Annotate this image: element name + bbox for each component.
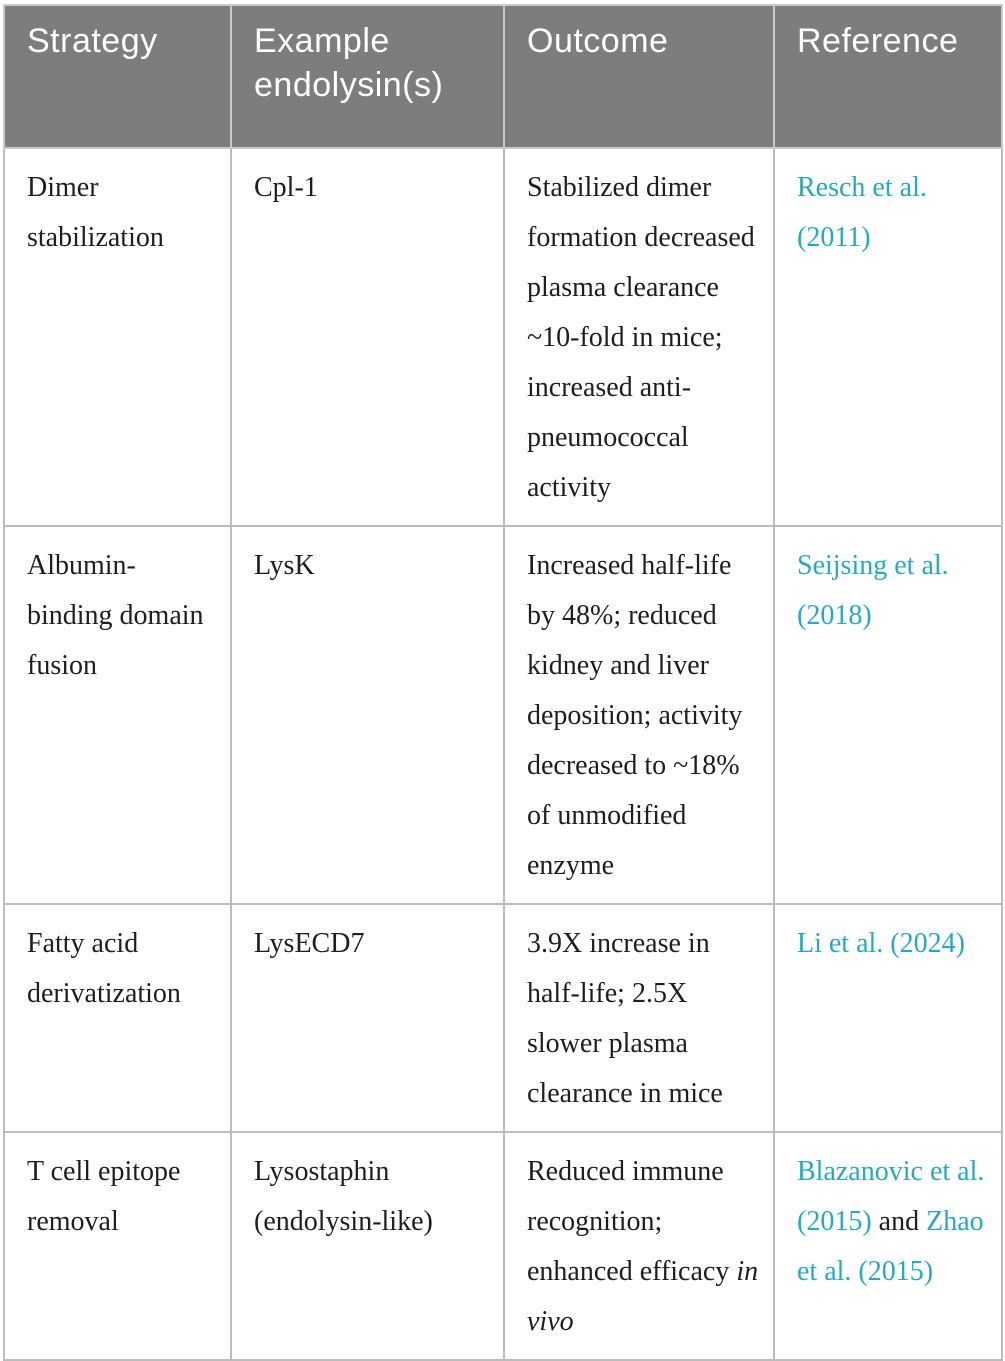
reference-link[interactable]: Li et al. (2024) bbox=[797, 928, 965, 959]
col-header-example: Example endolysin(s) bbox=[230, 4, 505, 149]
outcome-cell: Stabilized dimer formation decreased pla… bbox=[503, 147, 775, 527]
cell-text: Reduced immune recognition; enhanced eff… bbox=[527, 1156, 737, 1287]
table-row: Dimer stabilization Cpl-1 Stabilized dimer… bbox=[3, 147, 1003, 527]
col-header-reference: Reference bbox=[773, 4, 1003, 149]
example-endolysin-cell: Cpl-1 bbox=[230, 147, 505, 527]
cell-text: 3.9X increase in half-life; 2.5X slower … bbox=[527, 928, 723, 1109]
example-endolysin-cell: LysECD7 bbox=[230, 903, 505, 1133]
outcome-cell: 3.9X increase in half-life; 2.5X slower … bbox=[503, 903, 775, 1133]
header-row: Strategy Example endolysin(s) Outcome Re… bbox=[3, 4, 1003, 149]
table-row: Fatty acid derivatization LysECD7 3.9X inc… bbox=[3, 903, 1003, 1133]
reference-link[interactable]: Seijsing et al. (2018) bbox=[797, 550, 949, 631]
table-row: Albumin-binding domain fusion LysK Increas… bbox=[3, 525, 1003, 905]
reference-link[interactable]: Blazanovic et al. (2015) bbox=[797, 1156, 985, 1237]
strategy-cell: T cell epitope removal bbox=[3, 1131, 232, 1361]
table-row: T cell epitope removal Lysostaphin (endol… bbox=[3, 1131, 1003, 1361]
cell-text: Stabilized dimer formation decreased pla… bbox=[527, 172, 755, 503]
example-endolysin-cell: Lysostaphin (endolysin-like) bbox=[230, 1131, 505, 1361]
strategy-cell: Fatty acid derivatization bbox=[3, 903, 232, 1133]
strategy-cell: Dimer stabilization bbox=[3, 147, 232, 527]
reference-cell: Blazanovic et al. (2015) and Zhao et al.… bbox=[773, 1131, 1003, 1361]
table-body: Dimer stabilization Cpl-1 Stabilized dimer… bbox=[3, 147, 1003, 1361]
reference-cell: Li et al. (2024) bbox=[773, 903, 1003, 1133]
outcome-cell: Reduced immune recognition; enhanced eff… bbox=[503, 1131, 775, 1361]
outcome-cell: Increased half-life by 48%; reduced kidn… bbox=[503, 525, 775, 905]
reference-cell: Resch et al. (2011) bbox=[773, 147, 1003, 527]
table-header: Strategy Example endolysin(s) Outcome Re… bbox=[3, 4, 1003, 149]
endolysin-strategies-table: Strategy Example endolysin(s) Outcome Re… bbox=[3, 4, 1003, 1361]
example-endolysin-cell: LysK bbox=[230, 525, 505, 905]
strategy-cell: Albumin-binding domain fusion bbox=[3, 525, 232, 905]
cell-text: Increased half-life by 48%; reduced kidn… bbox=[527, 550, 743, 881]
cell-text: and bbox=[871, 1206, 927, 1237]
col-header-strategy: Strategy bbox=[3, 4, 232, 149]
col-header-outcome: Outcome bbox=[503, 4, 775, 149]
reference-cell: Seijsing et al. (2018) bbox=[773, 525, 1003, 905]
reference-link[interactable]: Resch et al. (2011) bbox=[797, 172, 927, 253]
